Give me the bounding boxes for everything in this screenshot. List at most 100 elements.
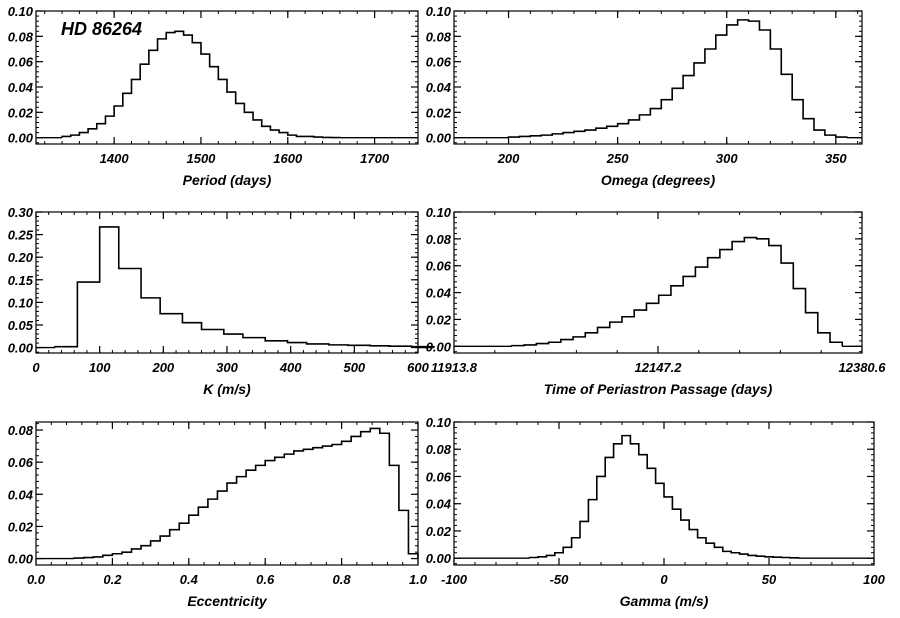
histogram-bin (629, 120, 640, 138)
x-tick-label: 0.2 (103, 572, 122, 587)
histogram-bin (179, 523, 189, 558)
x-axis-label: Period (days) (183, 172, 272, 188)
histogram-bin (370, 428, 380, 558)
histogram-bin (175, 31, 184, 137)
histogram-bin (123, 93, 132, 137)
histogram-line (507, 19, 848, 138)
histogram-bin (672, 509, 680, 558)
histogram-bin (227, 92, 236, 138)
histogram-bin (262, 126, 271, 137)
histogram-bin (714, 547, 722, 558)
x-tick-label: 1600 (273, 151, 303, 166)
plot-frame (35, 10, 419, 145)
histogram-bin (97, 124, 106, 138)
histogram-bin (585, 130, 596, 138)
histogram-bin (208, 499, 218, 558)
chart-panel-1: 1400 1500 1600 1700 0.00 0.02 0.04 0.06 0.08 0.10… (8, 4, 419, 188)
histogram-bin (122, 552, 132, 558)
x-axis-label: Gamma (m/s) (620, 593, 709, 609)
histogram-bin (227, 483, 237, 559)
histogram-bin (572, 538, 580, 558)
histogram-bin (184, 35, 193, 138)
histogram-bin (695, 267, 707, 346)
histogram-bin (706, 543, 714, 558)
x-tick-label: 100 (89, 360, 111, 375)
histogram-bin (399, 510, 409, 558)
histogram-bin (380, 433, 390, 558)
histogram-bin (119, 268, 141, 347)
histogram-bin (192, 43, 201, 138)
histogram-bin (727, 25, 738, 138)
histogram-bin (618, 124, 629, 138)
histogram-bin (351, 436, 361, 558)
histogram-bin (769, 246, 781, 347)
y-tick-label: 0.06 (8, 455, 34, 470)
histogram-bin (639, 115, 650, 138)
histogram-bin (237, 477, 247, 559)
x-tick-label: -100 (441, 572, 468, 587)
histogram-bin (656, 483, 664, 558)
histogram-bin (332, 444, 342, 558)
histogram-bin (744, 238, 756, 347)
y-tick-label: 0.06 (8, 55, 34, 70)
x-tick-label: 350 (825, 151, 847, 166)
histogram-line (73, 427, 419, 559)
y-tick-label: 0.05 (8, 318, 34, 333)
histogram-bin (588, 500, 596, 559)
histogram-bin (683, 276, 695, 346)
y-tick-label: 0.06 (426, 259, 452, 274)
histogram-bin (639, 455, 647, 559)
histogram-bin (563, 547, 571, 558)
y-tick-label: 0.02 (8, 519, 34, 534)
histogram-bin (681, 520, 689, 558)
x-axis-label: Eccentricity (187, 593, 268, 609)
histogram-bin (793, 289, 805, 347)
chart-panel-3: 0 100 200 300 400 500 600 0.00 0.05 0.10 0.15 0.20 0… (8, 205, 435, 397)
y-tick-label: 0.06 (426, 469, 452, 484)
histogram-bin (217, 491, 227, 558)
histogram-bin (671, 286, 683, 346)
x-axis-label: Time of Periastron Passage (days) (544, 381, 773, 397)
histogram-bin (705, 49, 716, 138)
y-tick-label: 0.02 (426, 105, 452, 120)
histogram-bin (694, 63, 705, 138)
y-tick-label: 0.00 (426, 131, 452, 146)
histogram-bin (580, 521, 588, 558)
x-tick-label: 50 (762, 572, 777, 587)
x-tick-label: 500 (343, 360, 365, 375)
histogram-bin (270, 130, 279, 138)
histogram-bin (630, 444, 638, 558)
histogram-bin (803, 119, 814, 138)
x-tick-label: 0 (32, 360, 40, 375)
y-tick-label: 0.00 (8, 552, 34, 567)
histogram-bin (244, 112, 253, 137)
y-tick-label: 0.04 (426, 80, 452, 95)
x-tick-label: 11913.8 (431, 360, 478, 375)
histogram-bin (88, 129, 97, 138)
histogram-bin (323, 446, 333, 558)
plot-frame (453, 10, 863, 145)
histogram-bin (236, 103, 245, 137)
x-tick-label: 1.0 (409, 572, 428, 587)
y-tick-label: 0.10 (426, 415, 452, 430)
x-tick-label: 100 (863, 572, 885, 587)
histogram-bin (141, 298, 160, 348)
histogram-bin (647, 468, 655, 558)
histogram-bin (210, 67, 219, 138)
y-tick-label: 0.00 (426, 339, 452, 354)
histogram-bin (698, 538, 706, 558)
histogram-bin (646, 303, 658, 346)
histogram-bin (100, 227, 119, 348)
histogram-bin (149, 50, 158, 137)
y-tick-label: 0.08 (426, 442, 452, 457)
histogram-bin (596, 128, 607, 138)
histogram-bin (170, 530, 180, 559)
x-tick-label: 0.6 (256, 572, 275, 587)
histogram-bin (720, 250, 732, 347)
x-tick-label: 0 (660, 572, 668, 587)
histogram-bin (814, 130, 825, 138)
x-tick-label: 0.8 (333, 572, 352, 587)
histogram-bin (114, 106, 123, 138)
histogram-bin (781, 263, 793, 346)
